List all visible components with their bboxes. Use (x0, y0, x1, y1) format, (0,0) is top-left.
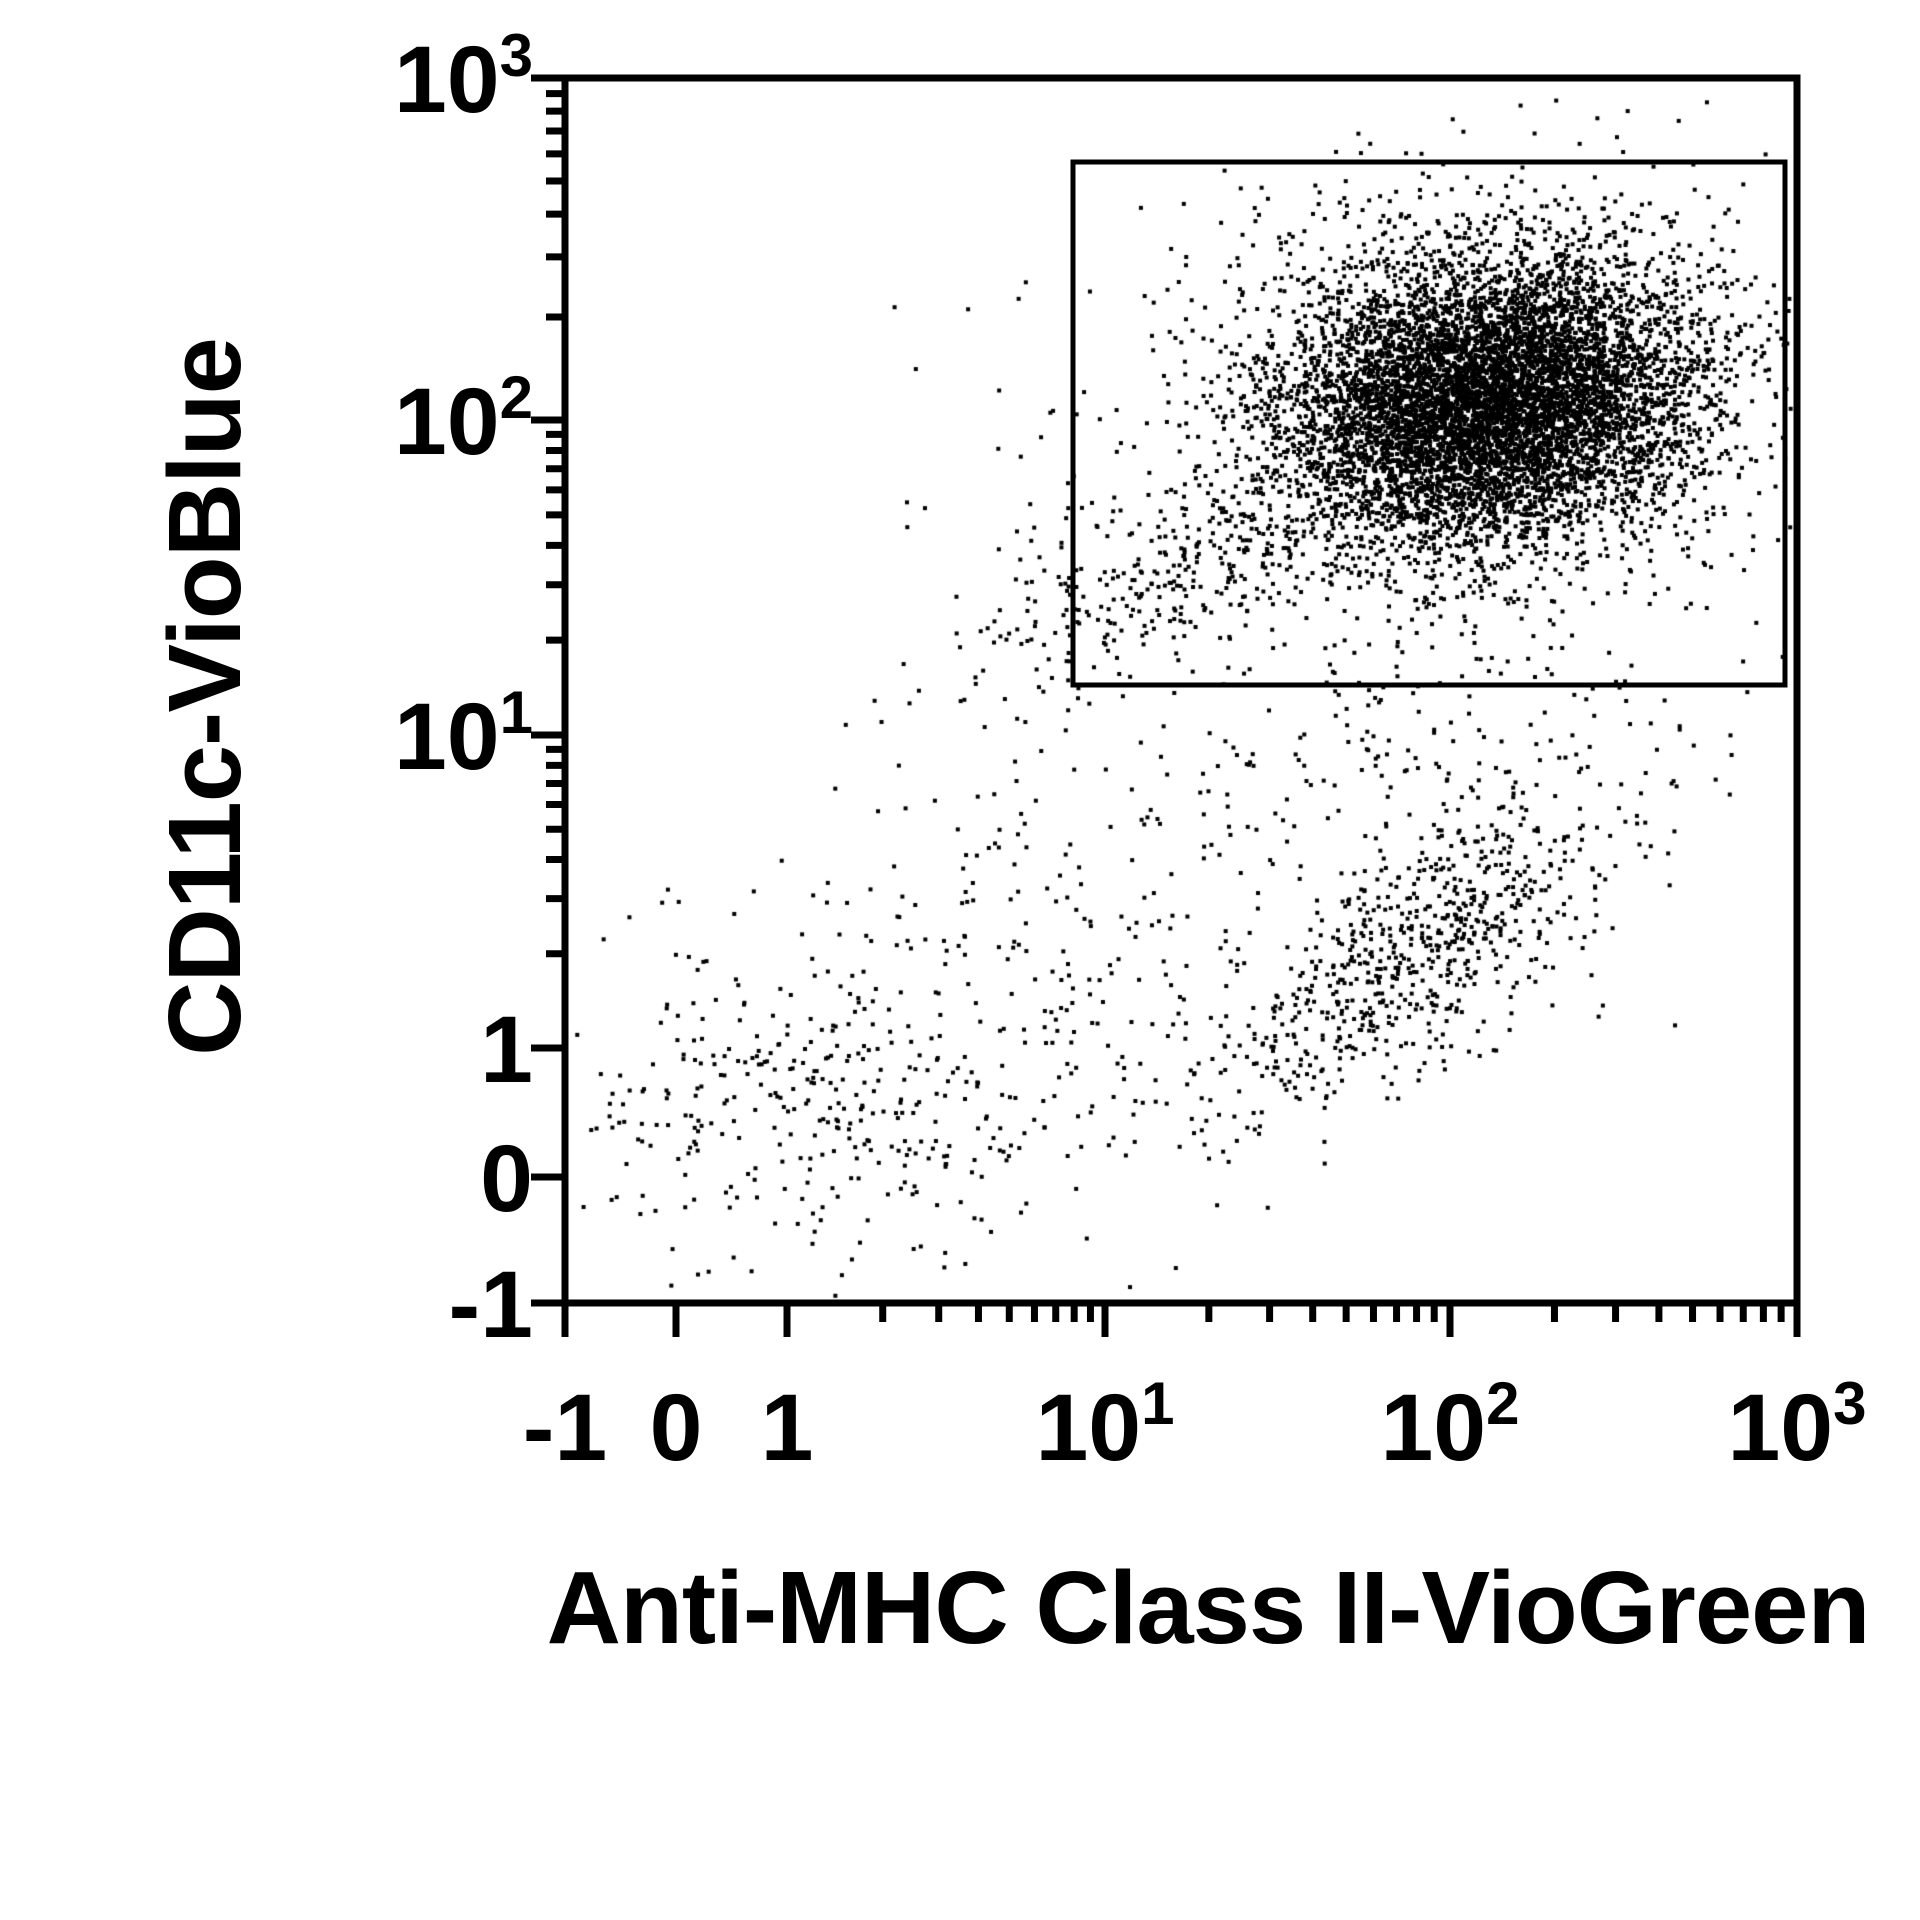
x-tick-label: 102 (1380, 1370, 1519, 1481)
x-tick-label: 0 (650, 1375, 703, 1481)
y-axis-title: CD11c-VioBlue (147, 338, 262, 1056)
x-tick-label: -1 (523, 1375, 607, 1481)
plot-frame (561, 74, 1801, 1307)
y-tick-label: 103 (394, 22, 533, 133)
y-tick-label: 1 (480, 997, 533, 1103)
x-tick-label: 1 (761, 1375, 814, 1481)
y-tick-label: -1 (449, 1252, 533, 1358)
y-tick-label: 0 (480, 1126, 533, 1232)
y-tick-label: 102 (394, 364, 533, 475)
x-tick-label: 103 (1727, 1370, 1866, 1481)
x-tick-label: 101 (1035, 1370, 1174, 1481)
x-axis-title: Anti-MHC Class II-VioGreen (546, 1550, 1871, 1665)
y-tick-label: 101 (394, 679, 533, 790)
gate-rectangle (1070, 159, 1788, 688)
